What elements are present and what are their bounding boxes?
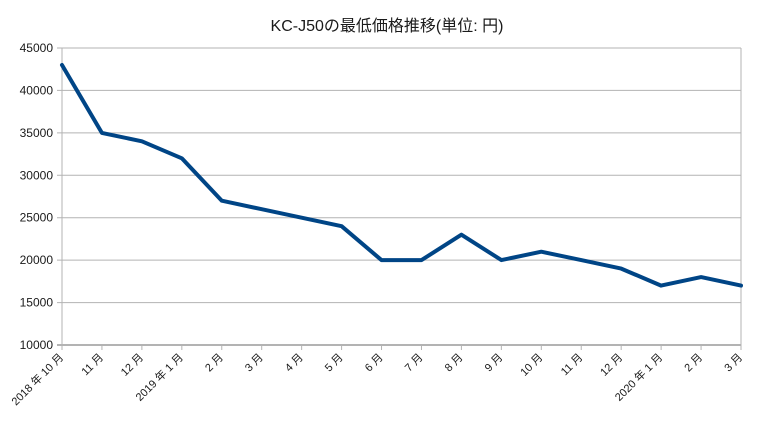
y-tick-label: 30000 (20, 168, 54, 182)
y-tick-label: 15000 (20, 296, 54, 310)
x-tick-label: 2 月 (682, 352, 705, 375)
y-tick-label: 20000 (20, 253, 54, 267)
x-tick-label: 12 月 (119, 352, 146, 379)
x-tick-label: 12 月 (598, 352, 625, 379)
x-tick-label: 7 月 (403, 352, 426, 375)
x-tick-label: 5 月 (323, 352, 346, 375)
x-tick-label: 11 月 (559, 352, 586, 379)
x-tick-label: 4 月 (283, 352, 306, 375)
y-tick-label: 45000 (20, 41, 54, 55)
x-tick-label: 3 月 (243, 352, 266, 375)
x-tick-label: 8 月 (443, 352, 466, 375)
gridlines (57, 47, 742, 350)
y-axis: 10000 15000 20000 25000 30000 35000 40000 45000 (20, 41, 54, 352)
chart-title: KC-J50の最低価格推移(単位: 円) (270, 18, 504, 35)
x-tick-label: 3 月 (722, 352, 745, 375)
x-tick-label: 11 月 (80, 352, 107, 379)
x-tick-label: 6 月 (363, 352, 386, 375)
x-tick-label: 2018 年 10 月 (8, 350, 66, 408)
y-tick-label: 40000 (20, 83, 54, 97)
x-tick-label: 9 月 (483, 352, 506, 375)
price-series-line (60, 63, 743, 288)
y-tick-label: 35000 (20, 126, 54, 140)
y-tick-label: 25000 (20, 211, 54, 225)
y-tick-label: 10000 (20, 338, 54, 352)
x-tick-label: 2 月 (203, 352, 226, 375)
x-tick-label: 10 月 (518, 352, 545, 379)
